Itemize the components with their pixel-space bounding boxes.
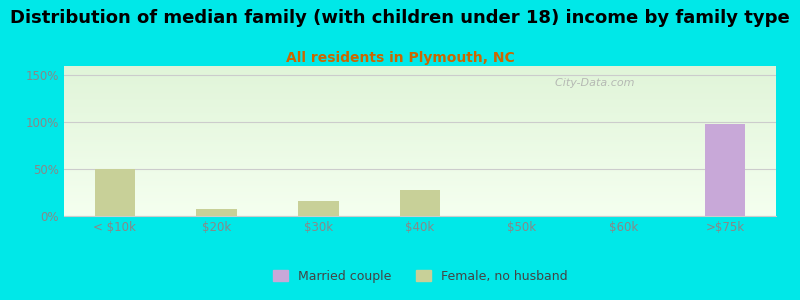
Bar — [94, 169, 135, 216]
Text: Distribution of median family (with children under 18) income by family type: Distribution of median family (with chil… — [10, 9, 790, 27]
Legend: Married couple, Female, no husband: Married couple, Female, no husband — [267, 265, 573, 288]
Bar — [298, 201, 338, 216]
Bar — [705, 124, 746, 216]
Bar — [196, 209, 237, 216]
Text: City-Data.com: City-Data.com — [548, 78, 634, 88]
Bar — [400, 190, 440, 216]
Text: All residents in Plymouth, NC: All residents in Plymouth, NC — [286, 51, 514, 65]
